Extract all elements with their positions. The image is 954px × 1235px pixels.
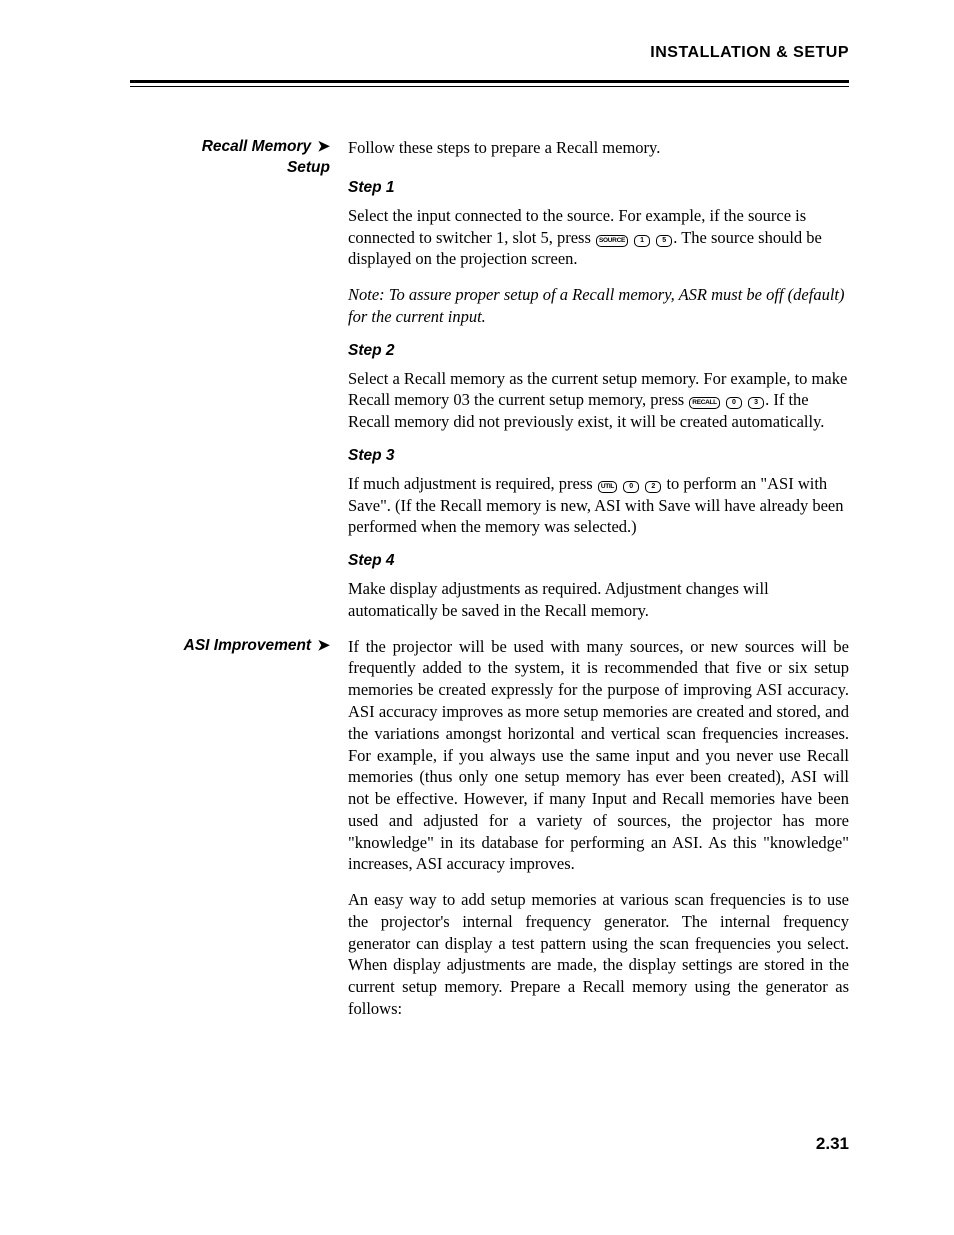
step-text: Make display adjustments as required. Ad… [348, 578, 849, 622]
step-heading: Step 4 [348, 552, 849, 570]
key-digit: 1 [634, 235, 650, 247]
side-heading: ASI Improvement ➤ [130, 636, 330, 657]
side-heading-col: ASI Improvement ➤ [130, 636, 348, 1034]
side-heading-line: Setup [287, 159, 330, 176]
header-title: INSTALLATION & SETUP [638, 44, 849, 62]
key-source: SOURCE [596, 235, 628, 247]
side-heading: Recall Memory ➤ Setup [130, 137, 330, 179]
side-heading-line: ASI Improvement [184, 637, 311, 654]
main-content: If the projector will be used with many … [348, 636, 849, 1034]
step-text: Select the input connected to the source… [348, 205, 849, 270]
header-rule: INSTALLATION & SETUP [130, 50, 849, 87]
step-note: Note: To assure proper setup of a Recall… [348, 284, 849, 328]
arrow-icon: ➤ [317, 137, 330, 157]
main-content: Follow these steps to prepare a Recall m… [348, 137, 849, 636]
key-digit: 3 [748, 397, 764, 409]
paragraph: An easy way to add setup memories at var… [348, 889, 849, 1020]
step-heading: Step 1 [348, 179, 849, 197]
key-digit: 0 [623, 481, 639, 493]
key-digit: 0 [726, 397, 742, 409]
step-text: If much adjustment is required, press UT… [348, 473, 849, 538]
key-digit: 2 [645, 481, 661, 493]
side-heading-col: Recall Memory ➤ Setup [130, 137, 348, 636]
section-recall-memory: Recall Memory ➤ Setup Follow these steps… [130, 137, 849, 636]
step-heading: Step 2 [348, 342, 849, 360]
intro-text: Follow these steps to prepare a Recall m… [348, 137, 849, 159]
key-digit: 5 [656, 235, 672, 247]
page: INSTALLATION & SETUP Recall Memory ➤ Set… [0, 0, 954, 1194]
side-heading-line: Recall Memory [202, 138, 311, 155]
arrow-icon: ➤ [317, 636, 330, 656]
text-pre: If much adjustment is required, press [348, 474, 597, 493]
key-util: UTIL [598, 481, 617, 493]
page-number: 2.31 [130, 1134, 849, 1154]
step-heading: Step 3 [348, 447, 849, 465]
paragraph: If the projector will be used with many … [348, 636, 849, 875]
section-asi-improvement: ASI Improvement ➤ If the projector will … [130, 636, 849, 1034]
step-text: Select a Recall memory as the current se… [348, 368, 849, 433]
key-recall: RECALL [689, 397, 720, 409]
